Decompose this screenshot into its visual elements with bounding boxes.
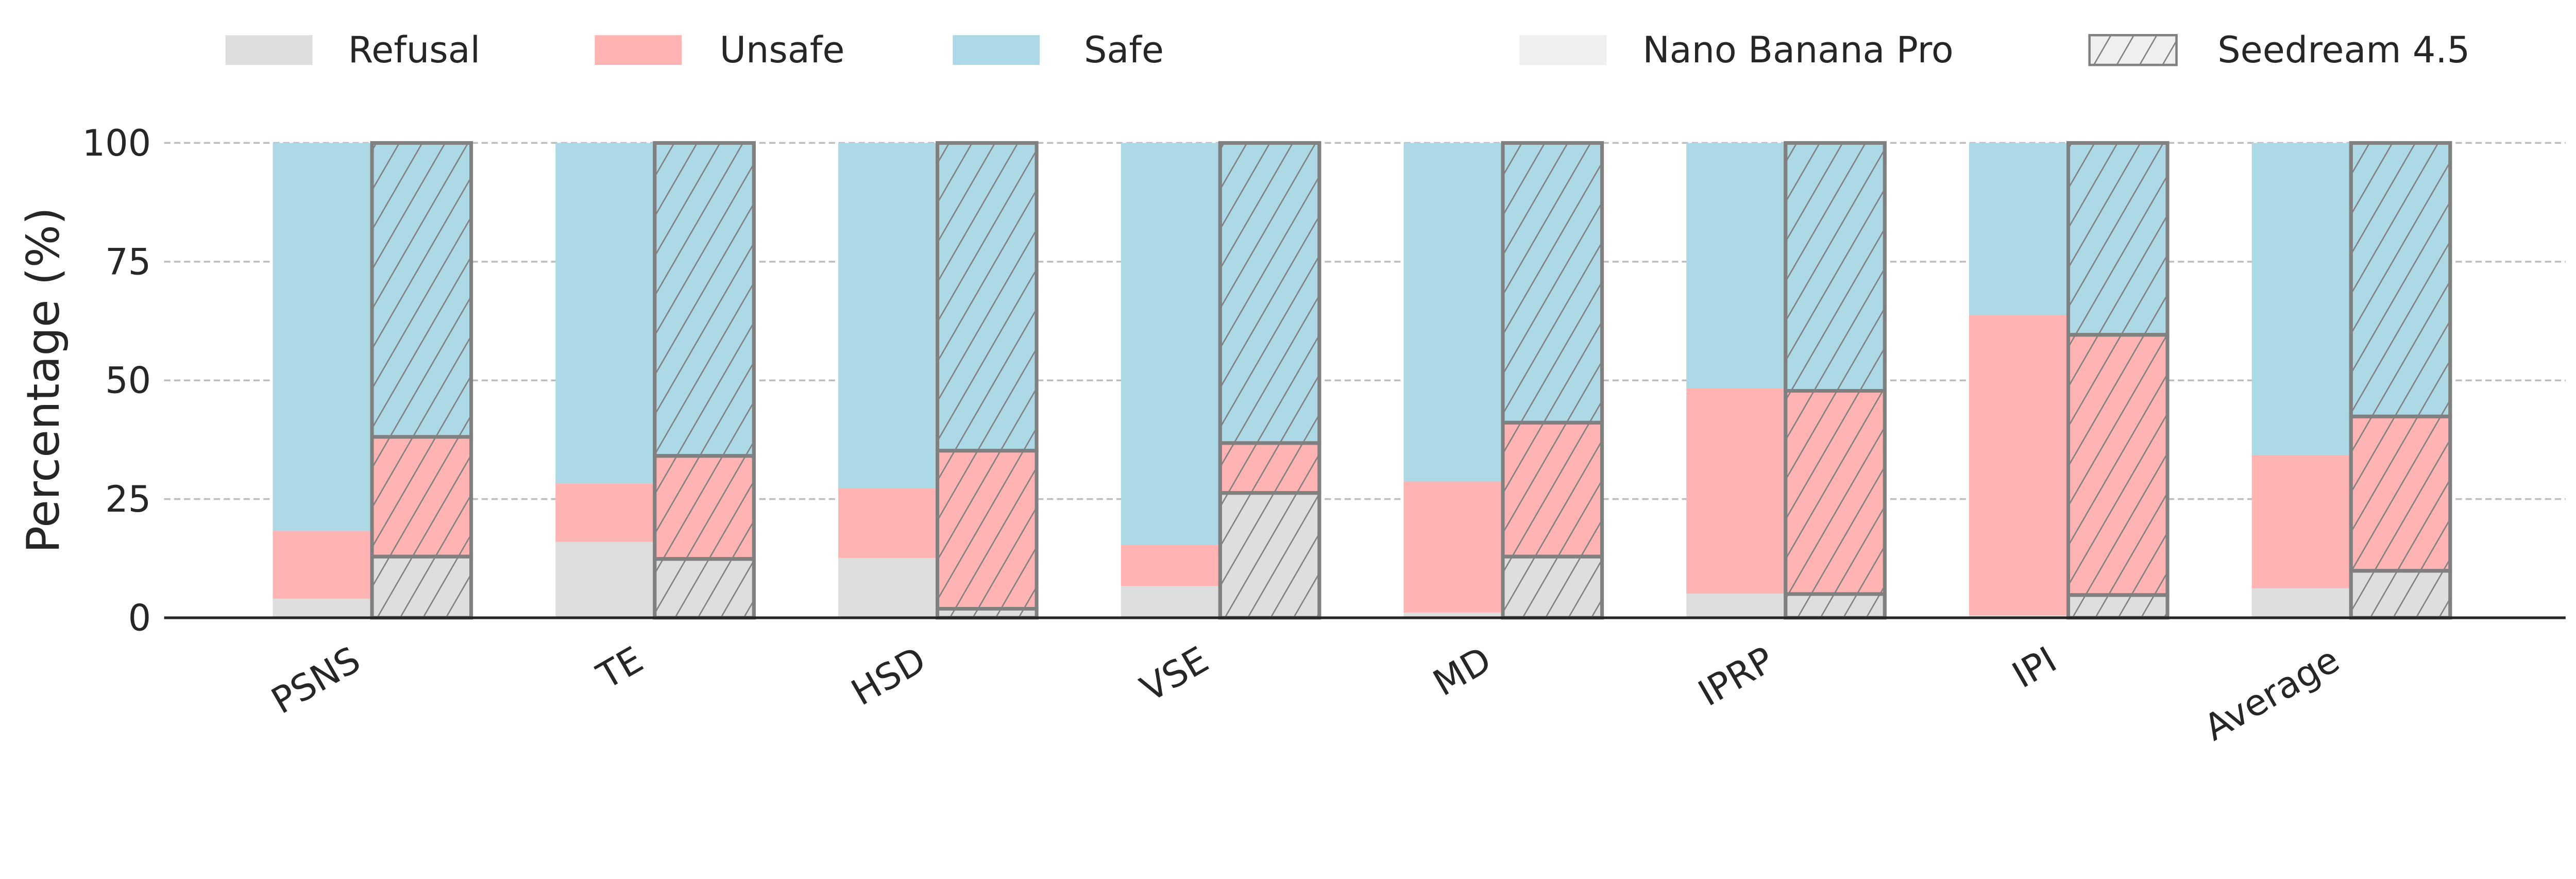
- legend-label-nano-banana-pro: Nano Banana Pro: [1642, 29, 1953, 71]
- legend-label-safe: Safe: [1084, 29, 1164, 71]
- bar-hatch-iprp-refusal: [1784, 592, 1887, 620]
- x-tick-label: PSNS: [264, 638, 367, 722]
- bar-hatch-te-safe: [653, 141, 756, 458]
- bar-hsd-nano-unsafe: [838, 488, 938, 558]
- bar-md-nano-refusal: [1403, 612, 1503, 618]
- y-tick-labels: 0 25 50 75 100: [82, 122, 151, 639]
- x-tick-labels: PSNS TE HSD VSE MD IPRP IPI Average: [264, 638, 2346, 749]
- legend-swatch-safe: [953, 35, 1040, 65]
- bar-hatch-ipi-unsafe: [2066, 333, 2170, 597]
- bar-psns-nano-unsafe: [273, 531, 372, 599]
- x-tick-label: Average: [2197, 638, 2346, 749]
- bar-hatch-md-refusal: [1501, 554, 1604, 620]
- bar-hatch-average-refusal: [2349, 569, 2452, 620]
- bar-vse-nano-refusal: [1121, 586, 1221, 618]
- bar-hsd-nano-refusal: [838, 557, 938, 618]
- bar-hatch-hsd-safe: [936, 141, 1039, 453]
- y-tick-label: 0: [128, 597, 151, 639]
- bar-hatch-md-unsafe: [1501, 420, 1604, 559]
- y-tick-label: 25: [105, 478, 151, 520]
- bar-hatch-te-refusal: [653, 557, 756, 620]
- bar-average-nano-safe: [2251, 143, 2351, 455]
- bar-hatch-vse-refusal: [1218, 491, 1321, 620]
- legend-swatch-unsafe: [595, 35, 682, 65]
- bar-hatch-te-unsafe: [653, 454, 756, 561]
- bar-average-nano-unsafe: [2251, 454, 2351, 588]
- bar-ipi-nano-unsafe: [1969, 315, 2069, 616]
- bar-hatch-psns-refusal: [370, 554, 473, 620]
- y-tick-label: 75: [105, 241, 151, 283]
- legend-label-seedream: Seedream 4.5: [2217, 29, 2470, 71]
- bar-hatch-hsd-unsafe: [936, 449, 1039, 611]
- bar-te-nano-safe: [555, 143, 655, 484]
- legend-label-refusal: Refusal: [348, 29, 480, 71]
- bar-hsd-nano-safe: [838, 143, 938, 488]
- bar-hatch-average-unsafe: [2349, 414, 2452, 573]
- bar-vse-nano-safe: [1121, 143, 1221, 546]
- bar-iprp-nano-refusal: [1686, 594, 1786, 618]
- bar-average-nano-refusal: [2251, 588, 2351, 618]
- bar-vse-nano-unsafe: [1121, 545, 1221, 586]
- legend-swatch-refusal: [225, 35, 313, 65]
- bars: [273, 141, 2452, 620]
- bar-hatch-md-safe: [1501, 141, 1604, 425]
- x-tick-label: IPI: [2005, 638, 2063, 697]
- gridlines: [164, 142, 2566, 500]
- bar-hatch-ipi-refusal: [2066, 593, 2170, 620]
- bar-te-nano-refusal: [555, 542, 655, 618]
- bar-md-nano-safe: [1403, 143, 1503, 482]
- bar-hatch-iprp-unsafe: [1784, 388, 1887, 596]
- x-tick-label: VSE: [1133, 638, 1215, 710]
- bar-hatch-vse-unsafe: [1218, 441, 1321, 495]
- legend-swatch-seedream-hatch: [2088, 34, 2178, 66]
- bar-hatch-ipi-safe: [2066, 141, 2170, 337]
- bar-te-nano-unsafe: [555, 483, 655, 542]
- y-axis-label: Percentage (%): [17, 207, 70, 553]
- bar-ipi-nano-safe: [1969, 143, 2069, 315]
- x-tick-label: MD: [1426, 638, 1498, 704]
- x-tick-label: TE: [590, 638, 650, 698]
- bar-iprp-nano-safe: [1686, 143, 1786, 388]
- x-tick-label: IPRP: [1691, 638, 1781, 715]
- bar-psns-nano-safe: [273, 143, 372, 531]
- bar-hatch-average-safe: [2349, 141, 2452, 418]
- bar-hatch-iprp-safe: [1784, 141, 1887, 393]
- bar-hatch-psns-safe: [370, 141, 473, 439]
- y-tick-label: 100: [82, 122, 151, 164]
- legend: Refusal Unsafe Safe Nano Banana Pro Seed…: [225, 29, 2470, 71]
- bar-md-nano-unsafe: [1403, 481, 1503, 613]
- bar-hatch-vse-safe: [1218, 141, 1321, 445]
- bar-hatch-psns-unsafe: [370, 435, 473, 559]
- legend-swatch-nano-banana-pro: [1519, 35, 1607, 65]
- x-tick-label: HSD: [844, 638, 933, 714]
- y-tick-label: 50: [105, 360, 151, 402]
- bar-iprp-nano-unsafe: [1686, 388, 1786, 594]
- legend-label-unsafe: Unsafe: [720, 29, 845, 71]
- bar-psns-nano-refusal: [273, 599, 372, 618]
